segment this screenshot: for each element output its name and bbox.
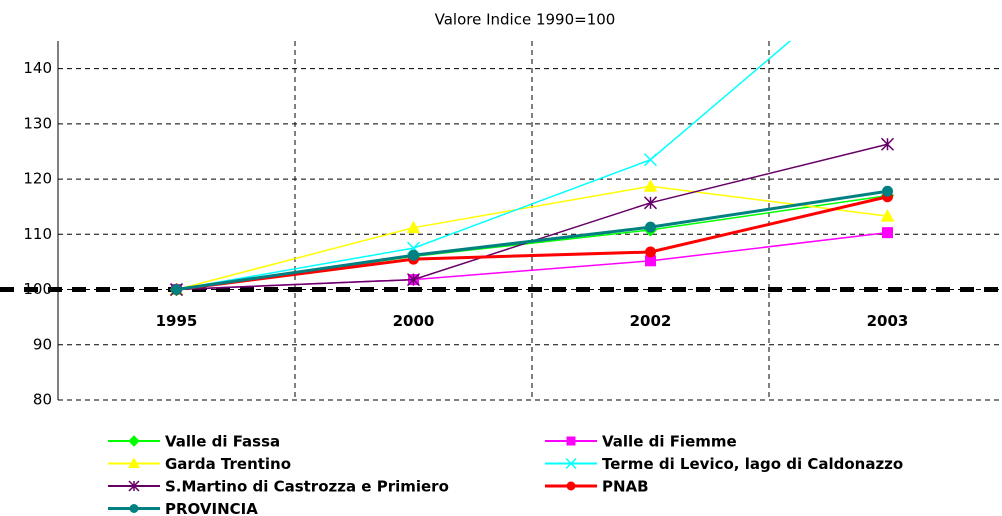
marker bbox=[566, 436, 576, 446]
legend-label: Valle di Fiemme bbox=[602, 433, 737, 451]
marker bbox=[882, 227, 893, 239]
marker bbox=[406, 220, 421, 234]
marker bbox=[880, 137, 895, 151]
marker bbox=[129, 504, 139, 513]
chart-title: Valore Indice 1990=100 bbox=[435, 11, 616, 29]
marker bbox=[643, 179, 658, 192]
plot-area bbox=[169, 41, 895, 297]
legend-label: Terme di Levico, lago di Caldonazzo bbox=[602, 455, 903, 473]
y-tick-label: 140 bbox=[23, 59, 52, 77]
y-tick-label: 120 bbox=[23, 170, 52, 188]
x-tick-label: 2000 bbox=[393, 312, 435, 330]
series-line bbox=[176, 41, 792, 291]
x-tick-label: 1995 bbox=[156, 312, 198, 330]
marker bbox=[566, 481, 576, 491]
x-tick-label: 2003 bbox=[867, 312, 909, 330]
marker bbox=[406, 273, 421, 287]
legend-label: S.Martino di Castrozza e Primiero bbox=[165, 478, 449, 496]
marker bbox=[880, 209, 895, 222]
y-tick-label: 110 bbox=[23, 225, 52, 243]
marker bbox=[128, 457, 140, 468]
y-tick-label: 90 bbox=[33, 335, 52, 353]
marker bbox=[408, 249, 419, 261]
legend-label: Valle di Fassa bbox=[165, 433, 280, 451]
series-line bbox=[176, 195, 888, 292]
marker bbox=[128, 480, 140, 492]
legend-label: PNAB bbox=[602, 478, 649, 496]
legend-label: PROVINCIA bbox=[165, 500, 258, 516]
marker bbox=[645, 246, 656, 258]
legend-label: Garda Trentino bbox=[165, 455, 291, 473]
marker bbox=[643, 196, 658, 210]
marker bbox=[643, 153, 658, 167]
y-tick-label: 80 bbox=[33, 391, 52, 409]
y-tick-label: 130 bbox=[23, 114, 52, 132]
marker bbox=[128, 435, 140, 447]
x-tick-label: 2002 bbox=[630, 312, 672, 330]
marker bbox=[565, 457, 577, 470]
marker bbox=[171, 284, 182, 296]
series-line bbox=[176, 185, 888, 291]
marker bbox=[645, 221, 656, 233]
series-line bbox=[176, 189, 888, 292]
marker bbox=[882, 185, 893, 197]
